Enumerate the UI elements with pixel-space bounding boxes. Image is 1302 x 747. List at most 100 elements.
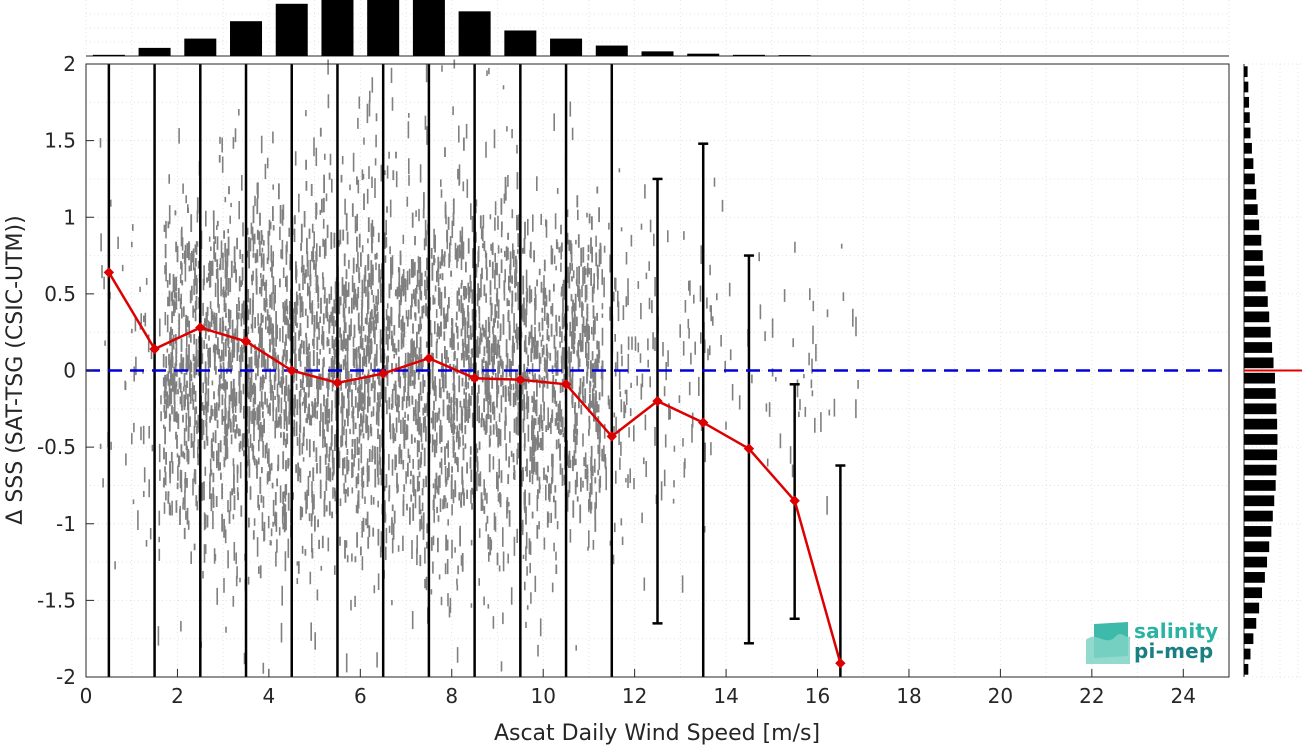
mean-marker: [377, 368, 389, 379]
x-tick-label: 0: [80, 684, 93, 708]
scatter-points: [99, 59, 859, 674]
top-hist-bar: [92, 54, 125, 56]
mean-marker: [103, 267, 115, 278]
top-hist-bar: [641, 51, 674, 56]
y-tick-label: -1: [56, 512, 76, 536]
top-hist-bar: [138, 47, 171, 56]
right-hist-bar: [1244, 219, 1260, 231]
logo-waves-icon-layer: [1086, 634, 1130, 664]
right-hist-bar: [1244, 296, 1268, 307]
right-hist-bar: [1244, 127, 1251, 139]
top-hist-bar: [367, 0, 400, 56]
salinity-pi-mep-logo: [1086, 622, 1130, 664]
right-histogram: [1243, 63, 1302, 678]
right-hist-bar: [1244, 342, 1273, 353]
right-hist-bar: [1244, 434, 1278, 445]
right-hist-bar: [1244, 250, 1263, 261]
right-hist-bar: [1244, 495, 1275, 507]
y-tick-label: 1.5: [44, 129, 76, 153]
right-hist-bar: [1244, 556, 1268, 568]
y-axis-label: Δ SSS (SAT-TSG (CSIC-UTM)): [3, 215, 28, 524]
mean-marker: [743, 443, 755, 454]
y-tick-label: -1.5: [37, 588, 76, 612]
x-tick-label: 22: [1079, 684, 1104, 708]
mean-marker: [286, 365, 297, 376]
mean-marker: [195, 322, 206, 333]
x-tick-label: 20: [988, 684, 1013, 708]
top-hist-bar: [412, 0, 445, 56]
right-hist-bar: [1244, 311, 1270, 323]
right-hist-bar: [1244, 403, 1277, 415]
right-hist-bar: [1244, 357, 1274, 369]
x-tick-label: 10: [530, 684, 555, 708]
x-tick-label: 8: [445, 684, 458, 708]
mean-marker: [606, 431, 617, 442]
mean-marker: [515, 374, 526, 385]
mean-marker: [423, 353, 435, 364]
x-tick-label: 2: [171, 684, 184, 708]
right-hist-bar: [1244, 541, 1270, 553]
top-hist-bar: [321, 0, 354, 56]
right-hist-bar: [1244, 526, 1272, 537]
right-hist-bar: [1244, 587, 1262, 599]
right-hist-bar: [1244, 648, 1251, 660]
right-hist-bar: [1244, 326, 1271, 338]
top-hist-bar: [504, 30, 537, 56]
mean-marker: [149, 343, 160, 355]
right-hist-bar: [1244, 234, 1262, 246]
right-hist-bar: [1244, 81, 1249, 93]
x-tick-label: 24: [1171, 684, 1196, 708]
right-hist-bar: [1244, 112, 1250, 124]
logo-text-pi-mep: pi-mep: [1134, 639, 1214, 663]
top-histogram: [85, 0, 1230, 57]
right-hist-bar: [1244, 510, 1273, 522]
top-hist-bar: [275, 3, 308, 57]
right-hist-bar: [1244, 142, 1252, 154]
right-hist-bar: [1244, 66, 1248, 78]
logo-text-salinity: salinity: [1134, 619, 1219, 643]
right-hist-bar: [1244, 602, 1260, 614]
y-tick-label: -2: [56, 665, 76, 689]
mean-marker: [652, 395, 663, 407]
right-hist-bar: [1244, 572, 1265, 583]
right-hist-bar: [1244, 265, 1265, 277]
top-hist-bar: [184, 38, 217, 56]
right-hist-bar: [1244, 388, 1276, 399]
y-tick-label: 2: [63, 52, 76, 76]
top-hist-bar: [687, 53, 720, 56]
x-axis-ticks: 0 2 4 6 8 10 12 14 16 18 20 22 24: [80, 669, 1196, 708]
right-hist-bar: [1244, 96, 1250, 108]
y-tick-label: 1: [63, 205, 76, 229]
x-tick-label: 14: [713, 684, 738, 708]
y-tick-label: 0.5: [44, 282, 76, 306]
right-hist-bar: [1244, 372, 1275, 384]
x-tick-label: 6: [354, 684, 367, 708]
mean-marker: [835, 658, 846, 669]
right-hist-bar: [1244, 280, 1266, 292]
right-hist-bar: [1244, 464, 1277, 476]
x-tick-label: 18: [896, 684, 921, 708]
right-hist-bar: [1244, 449, 1278, 461]
top-hist-bar: [595, 45, 628, 56]
right-hist-bar: [1244, 617, 1257, 629]
mean-markers: [103, 267, 846, 669]
top-hist-bar: [458, 11, 491, 56]
right-hist-bar: [1244, 633, 1254, 645]
right-hist-bar: [1244, 418, 1278, 430]
right-hist-bar: [1244, 480, 1276, 491]
y-axis-ticks: 2 1.5 1 0.5 0 -0.5 -1 -1.5 -2: [37, 52, 94, 689]
right-hist-bar: [1244, 188, 1257, 200]
x-tick-label: 4: [263, 684, 276, 708]
top-hist-bar: [230, 21, 263, 56]
right-hist-bar: [1244, 158, 1254, 169]
right-hist-bar: [1244, 204, 1258, 215]
top-hist-bar: [778, 55, 811, 56]
top-hist-bar: [550, 38, 583, 56]
x-tick-label: 12: [622, 684, 647, 708]
top-hist-bar: [732, 54, 765, 56]
right-hist-bar: [1244, 173, 1255, 185]
x-axis-label: Ascat Daily Wind Speed [m/s]: [494, 721, 820, 746]
mean-marker: [789, 495, 800, 506]
mean-marker: [698, 417, 709, 428]
